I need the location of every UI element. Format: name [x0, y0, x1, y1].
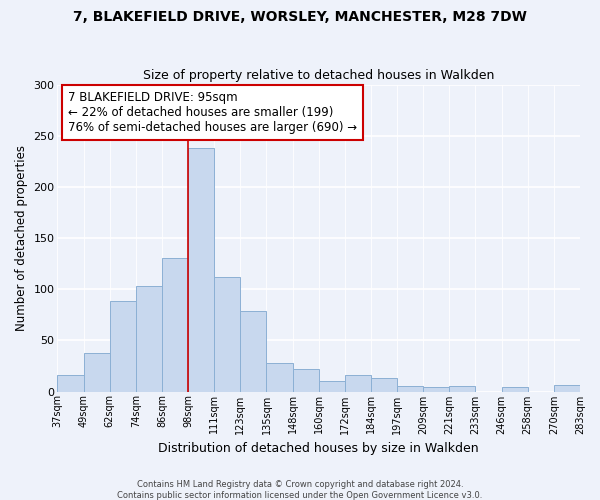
Bar [345, 375, 371, 392]
Bar [214, 277, 241, 392]
Bar [58, 375, 83, 392]
Bar [83, 352, 110, 392]
Bar [266, 363, 293, 392]
Bar [319, 382, 345, 392]
Bar [502, 388, 528, 392]
Bar [293, 369, 319, 392]
Title: Size of property relative to detached houses in Walkden: Size of property relative to detached ho… [143, 69, 494, 82]
Text: 7, BLAKEFIELD DRIVE, WORSLEY, MANCHESTER, M28 7DW: 7, BLAKEFIELD DRIVE, WORSLEY, MANCHESTER… [73, 10, 527, 24]
Bar [423, 388, 449, 392]
X-axis label: Distribution of detached houses by size in Walkden: Distribution of detached houses by size … [158, 442, 479, 455]
Bar [397, 386, 423, 392]
Bar [241, 310, 266, 392]
Bar [162, 258, 188, 392]
Bar [554, 386, 580, 392]
Bar [371, 378, 397, 392]
Text: 7 BLAKEFIELD DRIVE: 95sqm
← 22% of detached houses are smaller (199)
76% of semi: 7 BLAKEFIELD DRIVE: 95sqm ← 22% of detac… [68, 90, 357, 134]
Bar [136, 286, 162, 392]
Text: Contains HM Land Registry data © Crown copyright and database right 2024.
Contai: Contains HM Land Registry data © Crown c… [118, 480, 482, 500]
Bar [110, 302, 136, 392]
Y-axis label: Number of detached properties: Number of detached properties [15, 145, 28, 331]
Bar [188, 148, 214, 392]
Bar [449, 386, 475, 392]
